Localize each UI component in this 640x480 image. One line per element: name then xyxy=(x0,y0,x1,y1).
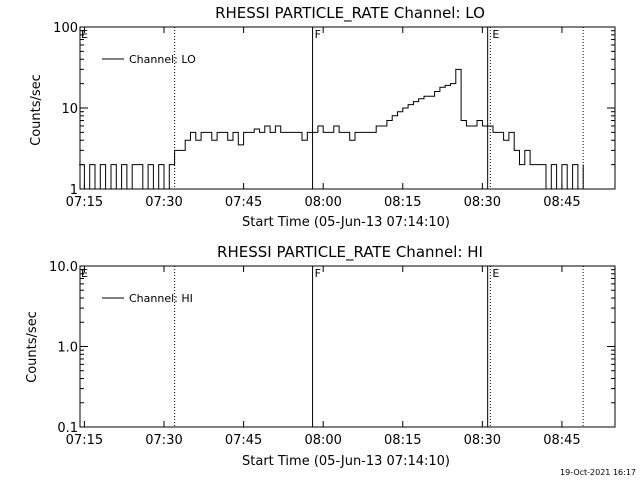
lo-channel-panel: RHESSI PARTICLE_RATE Channel: LO Counts/… xyxy=(29,4,616,230)
lo-x-tick-label: 07:45 xyxy=(225,195,262,210)
lo-y-tick-label: 10 xyxy=(61,102,78,117)
hi-channel-panel: RHESSI PARTICLE_RATE Channel: HI Counts/… xyxy=(25,243,616,469)
lo-x-tick-label: 07:15 xyxy=(66,195,103,210)
hi-event-marker-label: E xyxy=(492,267,499,280)
hi-x-tick-label: 07:45 xyxy=(225,433,262,448)
lo-y-tick-label: 100 xyxy=(53,21,78,36)
hi-y-tick-label: 1.0 xyxy=(57,341,78,356)
hi-x-tick-label: 08:30 xyxy=(464,433,501,448)
lo-y-axis-label: Counts/sec xyxy=(29,74,44,146)
hi-plot-frame xyxy=(79,265,616,428)
hi-event-marker-label: F xyxy=(315,267,321,280)
hi-y-axis-label: Counts/sec xyxy=(25,311,40,383)
hi-x-axis-label: Start Time (05-Jun-13 07:14:10) xyxy=(242,454,450,469)
hi-legend-label: Channel: HI xyxy=(129,292,193,305)
hi-y-tick-label: 10.0 xyxy=(49,260,78,275)
lo-x-tick-label: 07:30 xyxy=(145,195,182,210)
hi-x-tick-label: 07:15 xyxy=(66,433,103,448)
hi-x-tick-label: 08:00 xyxy=(304,433,341,448)
lo-y-tick-label: 1 xyxy=(70,183,78,198)
lo-x-tick-label: 08:00 xyxy=(304,195,341,210)
lo-legend-label: Channel: LO xyxy=(129,53,196,66)
hi-y-tick-label: 0.1 xyxy=(57,421,78,436)
lo-x-tick-label: 08:30 xyxy=(464,195,501,210)
generation-timestamp: 19-Oct-2021 16:17 xyxy=(560,468,636,477)
lo-event-marker-label: E xyxy=(492,28,499,41)
lo-chart-title: RHESSI PARTICLE_RATE Channel: LO xyxy=(215,4,485,23)
lo-x-axis-label: Start Time (05-Jun-13 07:14:10) xyxy=(242,215,450,230)
lo-corner-marker: E xyxy=(81,28,88,41)
hi-x-tick-label: 08:15 xyxy=(384,433,421,448)
hi-corner-marker: E xyxy=(81,267,88,280)
hi-x-tick-label: 07:30 xyxy=(145,433,182,448)
lo-series-line xyxy=(79,68,584,190)
hi-x-tick-label: 08:45 xyxy=(543,433,580,448)
lo-x-tick-label: 08:15 xyxy=(384,195,421,210)
hi-chart-title: RHESSI PARTICLE_RATE Channel: HI xyxy=(217,243,483,262)
lo-event-marker-label: F xyxy=(315,28,321,41)
lo-x-tick-label: 08:45 xyxy=(543,195,580,210)
